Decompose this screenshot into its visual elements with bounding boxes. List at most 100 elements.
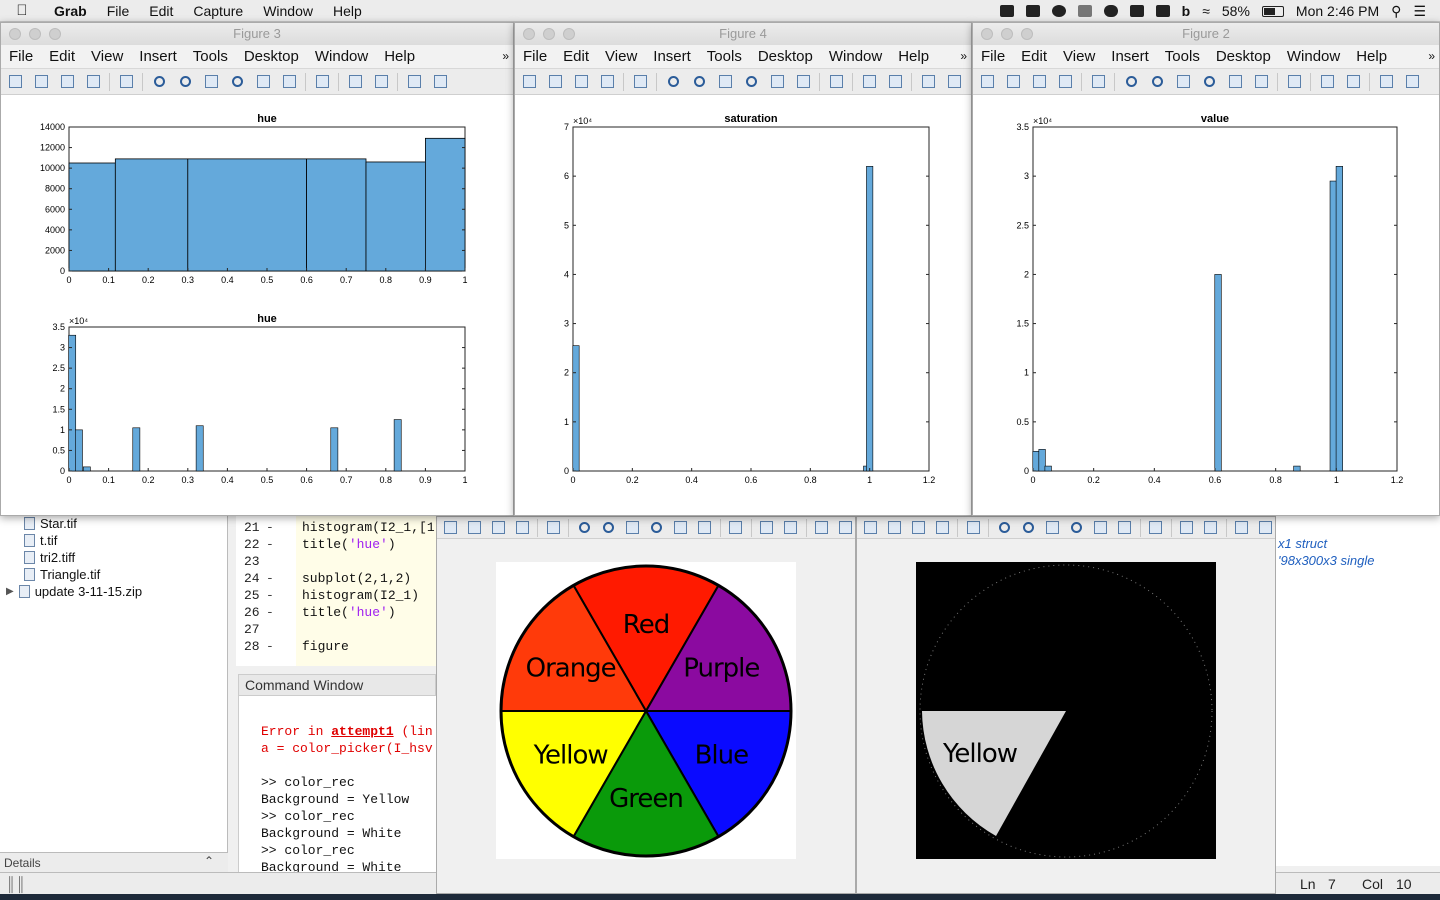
figure-3-titlebar[interactable]: Figure 3 (1, 23, 513, 45)
pan-icon[interactable] (623, 519, 641, 537)
colorbar-icon[interactable] (758, 519, 776, 537)
close-button[interactable] (523, 28, 535, 40)
notification-center-icon[interactable]: ☰ (1413, 2, 1426, 19)
print-icon[interactable] (1055, 73, 1075, 91)
expand-arrow-icon[interactable]: ▶ (6, 586, 14, 597)
details-panel-header[interactable]: Details ⌃ (0, 852, 228, 872)
hide-tools-icon[interactable] (918, 73, 938, 91)
show-tools-icon[interactable] (1402, 73, 1422, 91)
data-cursor-icon[interactable] (767, 73, 787, 91)
print-icon[interactable] (513, 519, 531, 537)
chrome-icon[interactable] (1051, 5, 1066, 17)
zoom-in-icon[interactable] (663, 73, 683, 91)
link-icon[interactable] (1147, 519, 1165, 537)
battery-percent[interactable]: 58% (1221, 3, 1250, 19)
figure-menu-desktop[interactable]: Desktop (243, 48, 299, 65)
pointer-icon[interactable] (116, 73, 136, 91)
pan-icon[interactable] (715, 73, 735, 91)
cloud-icon[interactable] (1103, 5, 1118, 17)
zoom-button[interactable] (49, 28, 61, 40)
legend-icon[interactable] (1202, 519, 1220, 537)
brush-icon[interactable] (793, 73, 813, 91)
zoom-out-icon[interactable] (689, 73, 709, 91)
brush-icon[interactable] (1251, 73, 1271, 91)
print-icon[interactable] (597, 73, 617, 91)
pointer-icon[interactable] (964, 519, 982, 537)
brush-icon[interactable] (1116, 519, 1134, 537)
workspace-value[interactable]: '98x300x3 single (1278, 553, 1375, 568)
wifi-icon[interactable]: ≈ (1202, 3, 1210, 19)
save-icon[interactable] (909, 519, 927, 537)
save-icon[interactable] (571, 73, 591, 91)
zoom-out-icon[interactable] (599, 519, 617, 537)
legend-icon[interactable] (1343, 73, 1363, 91)
data-cursor-icon[interactable] (1092, 519, 1110, 537)
pan-icon[interactable] (1173, 73, 1193, 91)
link-icon[interactable] (826, 73, 846, 91)
figure-menu-tools[interactable]: Tools (1164, 48, 1200, 65)
new-figure-icon[interactable] (519, 73, 539, 91)
hand-icon[interactable] (1077, 5, 1092, 17)
grid-icon[interactable] (1155, 5, 1170, 17)
figure-menu-view[interactable]: View (91, 48, 124, 65)
close-button[interactable] (9, 28, 21, 40)
new-figure-icon[interactable] (977, 73, 997, 91)
open-icon[interactable] (885, 519, 903, 537)
editor-line[interactable]: 25- histogram(I2_1) (236, 588, 436, 605)
app-menu-grab[interactable]: Grab (54, 2, 87, 19)
open-icon[interactable] (545, 73, 565, 91)
breakpoint-marker[interactable]: - (266, 639, 274, 654)
menu-overflow-icon[interactable]: » (960, 49, 967, 63)
hide-tools-icon[interactable] (1233, 519, 1251, 537)
zoom-out-icon[interactable] (1147, 73, 1167, 91)
legend-icon[interactable] (371, 73, 391, 91)
app-icon[interactable] (1025, 5, 1040, 17)
breakpoint-marker[interactable]: - (266, 588, 274, 603)
menu-edit[interactable]: Edit (149, 2, 174, 19)
command-window[interactable]: Error in attempt1 (lin a = color_picker(… (238, 696, 436, 894)
link-icon[interactable] (312, 73, 332, 91)
brush-icon[interactable] (279, 73, 299, 91)
zoom-in-icon[interactable] (1121, 73, 1141, 91)
figure-menu-insert[interactable]: Insert (653, 48, 691, 65)
show-tools-icon[interactable] (944, 73, 964, 91)
editor-line[interactable]: 22- title('hue') (236, 537, 436, 554)
figure-menu-insert[interactable]: Insert (139, 48, 177, 65)
figure-menu-help[interactable]: Help (1356, 48, 1388, 65)
breakpoint-marker[interactable]: - (266, 605, 274, 620)
pan-icon[interactable] (1043, 519, 1061, 537)
file-item[interactable]: tri2.tiff (24, 550, 75, 565)
zoom-in-icon[interactable] (995, 519, 1013, 537)
figure-2-titlebar[interactable]: Figure 2 (973, 23, 1439, 45)
file-item[interactable]: t.tif (24, 533, 57, 548)
link-icon[interactable] (1284, 73, 1304, 91)
new-figure-icon[interactable] (5, 73, 25, 91)
figure-menu-window[interactable]: Window (828, 48, 883, 65)
editor-line[interactable]: 28- figure (236, 639, 436, 656)
hide-tools-icon[interactable] (1376, 73, 1396, 91)
code-editor[interactable]: 21- histogram(I2_1,[1 22- title('hue') 23 24-… (236, 516, 436, 666)
pan-icon[interactable] (201, 73, 221, 91)
open-icon[interactable] (1003, 73, 1023, 91)
minimize-button[interactable] (29, 28, 41, 40)
zoom-button[interactable] (1021, 28, 1033, 40)
save-icon[interactable] (1029, 73, 1049, 91)
new-figure-icon[interactable] (441, 519, 459, 537)
file-item[interactable]: Triangle.tif (24, 567, 100, 582)
link-icon[interactable] (727, 519, 745, 537)
figure-menu-file[interactable]: File (981, 48, 1006, 65)
figure-menu-help[interactable]: Help (384, 48, 416, 65)
figure-menu-edit[interactable]: Edit (49, 48, 76, 65)
drive-icon[interactable] (999, 5, 1014, 17)
data-cursor-icon[interactable] (672, 519, 690, 537)
zoom-in-icon[interactable] (575, 519, 593, 537)
figure-menu-tools[interactable]: Tools (192, 48, 228, 65)
hide-tools-icon[interactable] (813, 519, 831, 537)
figure-menu-tools[interactable]: Tools (706, 48, 742, 65)
minimize-button[interactable] (543, 28, 555, 40)
figure-menu-file[interactable]: File (9, 48, 34, 65)
rotate-icon[interactable] (648, 519, 666, 537)
data-cursor-icon[interactable] (253, 73, 273, 91)
breakpoint-marker[interactable]: - (266, 520, 274, 535)
editor-line[interactable]: 26- title('hue') (236, 605, 436, 622)
